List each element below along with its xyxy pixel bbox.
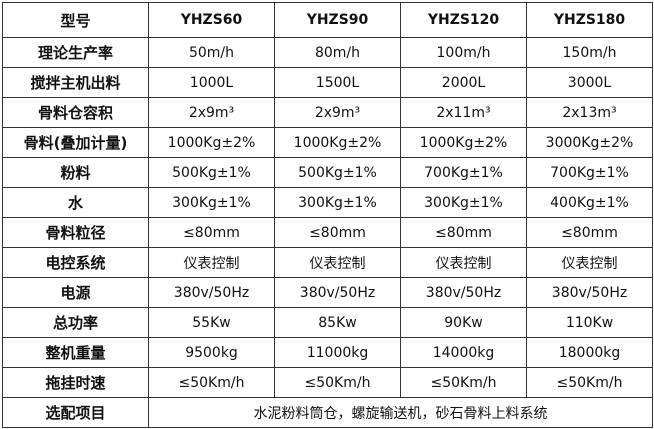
row-label: 整机重量 — [2, 337, 149, 368]
table-cell: 仪表控制 — [526, 247, 653, 278]
row-label: 粉料 — [2, 157, 149, 188]
table-row: 搅拌主机出料 1000L 1500L 2000L 3000L — [2, 67, 653, 98]
table-cell: ≤80mm — [274, 217, 401, 248]
row-label: 骨料(叠加计量) — [2, 127, 149, 158]
table-row: 拖挂时速 ≤50Km/h ≤50Km/h ≤50Km/h ≤50Km/h — [2, 367, 653, 398]
table-cell: 11000kg — [274, 337, 401, 368]
table-row: 电源 380v/50Hz 380v/50Hz 380v/50Hz 380v/50Hz — [2, 277, 653, 308]
table-cell: 2x13m³ — [526, 97, 653, 128]
header-cell: YHZS90 — [274, 2, 401, 38]
table-cell: 300Kg±1% — [274, 187, 401, 218]
table-row: 骨料仓容积 2x9m³ 2x9m³ 2x11m³ 2x13m³ — [2, 97, 653, 128]
table-cell: 500Kg±1% — [274, 157, 401, 188]
table-cell: 85Kw — [274, 307, 401, 338]
table-row: 理论生产率 50m/h 80m/h 100m/h 150m/h — [2, 37, 653, 68]
table-cell: 300Kg±1% — [400, 187, 527, 218]
table-cell: 150m/h — [526, 37, 653, 68]
table-cell: 380v/50Hz — [148, 277, 275, 308]
header-cell: YHZS180 — [526, 2, 653, 38]
table-cell: 2x9m³ — [274, 97, 401, 128]
header-cell-model: 型号 — [2, 2, 149, 38]
table-cell: 700Kg±1% — [400, 157, 527, 188]
table-cell: 380v/50Hz — [274, 277, 401, 308]
options-row: 选配项目 水泥粉料筒仓，螺旋输送机，砂石骨料上料系统 — [2, 397, 653, 428]
table-cell: ≤50Km/h — [400, 367, 527, 398]
table-cell: 1500L — [274, 67, 401, 98]
table-cell: 1000L — [148, 67, 275, 98]
table-cell: 仪表控制 — [400, 247, 527, 278]
options-value: 水泥粉料筒仓，螺旋输送机，砂石骨料上料系统 — [148, 397, 653, 428]
table-cell: 2x11m³ — [400, 97, 527, 128]
table-cell: 1000Kg±2% — [400, 127, 527, 158]
table-cell: 2000L — [400, 67, 527, 98]
row-label: 骨料仓容积 — [2, 97, 149, 128]
table-cell: 14000kg — [400, 337, 527, 368]
table-cell: 90Kw — [400, 307, 527, 338]
table-cell: ≤50Km/h — [274, 367, 401, 398]
row-label: 电源 — [2, 277, 149, 308]
table-cell: 2x9m³ — [148, 97, 275, 128]
table-cell: 380v/50Hz — [526, 277, 653, 308]
row-label: 搅拌主机出料 — [2, 67, 149, 98]
table-cell: 55Kw — [148, 307, 275, 338]
table-cell: 700Kg±1% — [526, 157, 653, 188]
table-cell: ≤80mm — [148, 217, 275, 248]
table-cell: 9500kg — [148, 337, 275, 368]
table-cell: 100m/h — [400, 37, 527, 68]
table-cell: 110Kw — [526, 307, 653, 338]
table-cell: 300Kg±1% — [148, 187, 275, 218]
table-cell: 18000kg — [526, 337, 653, 368]
table-row: 水 300Kg±1% 300Kg±1% 300Kg±1% 400Kg±1% — [2, 187, 653, 218]
options-label: 选配项目 — [2, 397, 149, 428]
table-row: 电控系统 仪表控制 仪表控制 仪表控制 仪表控制 — [2, 247, 653, 278]
table-cell: ≤50Km/h — [148, 367, 275, 398]
table-row: 粉料 500Kg±1% 500Kg±1% 700Kg±1% 700Kg±1% — [2, 157, 653, 188]
row-label: 总功率 — [2, 307, 149, 338]
table-cell: ≤80mm — [400, 217, 527, 248]
table-cell: ≤80mm — [526, 217, 653, 248]
header-cell: YHZS60 — [148, 2, 275, 38]
table-row: 骨料(叠加计量) 1000Kg±2% 1000Kg±2% 1000Kg±2% 3000K… — [2, 127, 653, 158]
header-cell: YHZS120 — [400, 2, 527, 38]
table-cell: 1000Kg±2% — [274, 127, 401, 158]
table-row: 整机重量 9500kg 11000kg 14000kg 18000kg — [2, 337, 653, 368]
row-label: 骨料粒径 — [2, 217, 149, 248]
table-cell: 80m/h — [274, 37, 401, 68]
table-cell: 50m/h — [148, 37, 275, 68]
row-label: 拖挂时速 — [2, 367, 149, 398]
table-cell: 3000L — [526, 67, 653, 98]
row-label: 电控系统 — [2, 247, 149, 278]
table-cell: 仪表控制 — [274, 247, 401, 278]
row-label: 理论生产率 — [2, 37, 149, 68]
row-label: 水 — [2, 187, 149, 218]
table-cell: 380v/50Hz — [400, 277, 527, 308]
table-cell: ≤50Km/h — [526, 367, 653, 398]
table-row: 骨料粒径 ≤80mm ≤80mm ≤80mm ≤80mm — [2, 217, 653, 248]
table-cell: 仪表控制 — [148, 247, 275, 278]
table-cell: 400Kg±1% — [526, 187, 653, 218]
table-cell: 500Kg±1% — [148, 157, 275, 188]
header-row: 型号 YHZS60 YHZS90 YHZS120 YHZS180 — [2, 2, 653, 38]
table-cell: 1000Kg±2% — [148, 127, 275, 158]
table-cell: 3000Kg±2% — [526, 127, 653, 158]
table-row: 总功率 55Kw 85Kw 90Kw 110Kw — [2, 307, 653, 338]
